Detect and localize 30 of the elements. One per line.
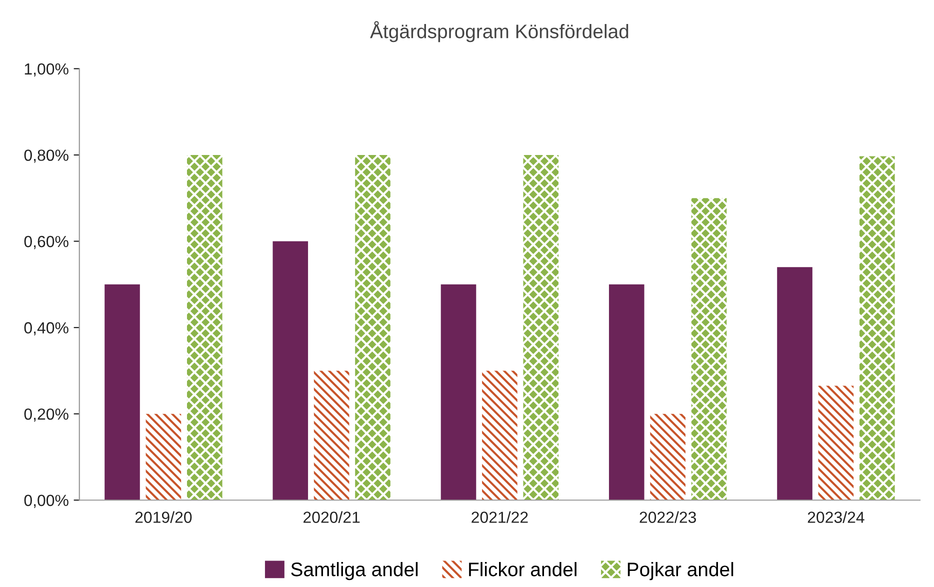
y-tick-label: 0,40% [24,322,68,336]
x-tick-label: 2021/22 [472,511,528,523]
bar [691,198,727,500]
legend-label: Samtliga andel [291,562,418,580]
bar [608,284,644,500]
x-tick-label: 2023/24 [808,511,864,523]
chart-title: Åtgärdsprogram Könsfördelad [370,21,628,42]
bar [355,154,390,500]
y-tick-label: 0,20% [24,408,68,422]
legend-label: Pojkar andel [628,562,734,580]
bar [146,414,182,500]
bar [482,370,518,500]
bar [186,154,222,500]
bar [440,284,476,500]
x-tick-label: 2019/20 [135,511,192,523]
legend-label: Flickor andel [469,562,576,576]
bar [818,386,854,500]
y-tick-label: 0,60% [24,236,68,250]
bar [650,414,686,500]
bar [523,154,559,500]
bar [859,156,895,500]
y-tick-label: 0,80% [24,150,68,163]
x-tick-label: 2022/23 [640,511,696,523]
y-tick-label: 0,00% [24,494,68,508]
bar [104,284,140,500]
bar [314,370,350,500]
bar [777,267,812,500]
y-tick-label: 1,00% [24,63,68,77]
x-tick-label: 2020/21 [304,511,360,523]
bar [272,241,308,500]
